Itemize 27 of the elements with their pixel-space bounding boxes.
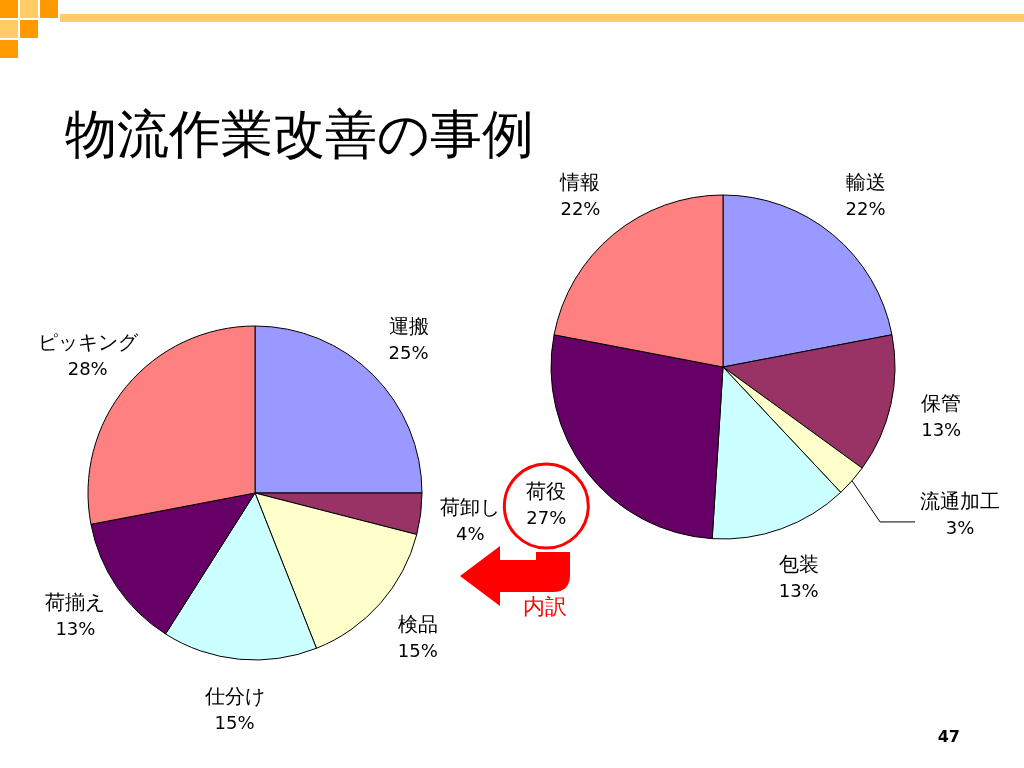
slice-label: 荷卸し: [440, 495, 501, 520]
slice-label: 検品: [397, 611, 438, 636]
chart-title: 物流作業改善の事例: [65, 104, 534, 164]
data-label: 13%: [921, 418, 962, 440]
data-label: 22%: [560, 197, 601, 219]
slice-label: 仕分け: [203, 684, 265, 709]
data-label: 25%: [388, 342, 429, 364]
data-label: 22%: [845, 197, 886, 219]
data-label: 15%: [214, 712, 255, 734]
data-label: 28%: [67, 357, 108, 379]
data-label: 3%: [945, 516, 975, 538]
slice-label: 荷役: [526, 479, 567, 504]
slice-label: 保管: [921, 390, 962, 415]
text: 内訳: [523, 594, 567, 619]
text: 47: [937, 727, 960, 746]
slice-label: ピッキング: [37, 329, 139, 354]
slice-label: 包装: [778, 552, 819, 577]
data-label: 4%: [456, 523, 485, 545]
data-label: 13%: [55, 618, 96, 640]
slice-label: 情報: [559, 169, 601, 194]
data-label: 27%: [526, 507, 567, 529]
slice-label: 流通加工: [920, 488, 1001, 513]
data-label: 15%: [397, 639, 438, 661]
slice-label: 荷揃え: [45, 590, 106, 615]
slice-label: 輸送: [845, 169, 886, 194]
data-label: 13%: [778, 580, 819, 602]
slice-label: 運搬: [388, 314, 429, 339]
